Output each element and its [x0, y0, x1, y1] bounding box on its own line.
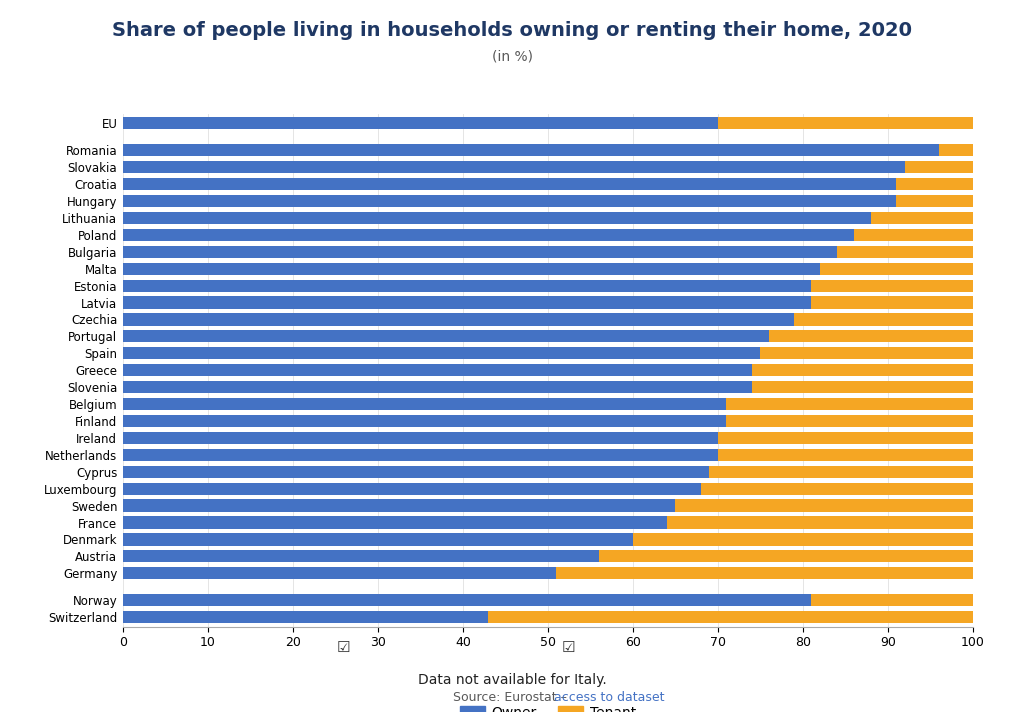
- Bar: [123, 161, 905, 173]
- Bar: [837, 246, 973, 258]
- Bar: [123, 246, 837, 258]
- Bar: [752, 381, 973, 393]
- Bar: [718, 449, 973, 461]
- Bar: [676, 500, 973, 512]
- Bar: [795, 313, 973, 325]
- Bar: [710, 466, 973, 478]
- Bar: [854, 229, 973, 241]
- Bar: [718, 117, 973, 130]
- Text: Source: Eurostat –: Source: Eurostat –: [453, 691, 571, 703]
- Bar: [896, 195, 973, 207]
- Bar: [599, 550, 973, 562]
- Bar: [811, 296, 973, 309]
- Text: access to dataset: access to dataset: [554, 691, 665, 703]
- Bar: [123, 296, 811, 309]
- Bar: [726, 398, 973, 410]
- Bar: [123, 449, 718, 461]
- Bar: [123, 533, 633, 545]
- Bar: [123, 398, 726, 410]
- Bar: [123, 263, 820, 275]
- Bar: [123, 364, 752, 377]
- Bar: [123, 195, 896, 207]
- Bar: [123, 516, 667, 528]
- Text: Share of people living in households owning or renting their home, 2020: Share of people living in households own…: [112, 21, 912, 41]
- Bar: [811, 280, 973, 292]
- Text: ☑: ☑: [336, 640, 350, 656]
- Bar: [123, 483, 700, 495]
- Bar: [123, 229, 854, 241]
- Text: Data not available for Italy.: Data not available for Italy.: [418, 673, 606, 687]
- Bar: [123, 280, 811, 292]
- Bar: [820, 263, 973, 275]
- Bar: [123, 500, 676, 512]
- Bar: [905, 161, 973, 173]
- Bar: [700, 483, 973, 495]
- Bar: [939, 145, 973, 157]
- Bar: [633, 533, 973, 545]
- Bar: [123, 178, 896, 190]
- Bar: [123, 415, 726, 427]
- Bar: [123, 145, 939, 157]
- Bar: [752, 364, 973, 377]
- Bar: [769, 330, 973, 342]
- Bar: [123, 330, 769, 342]
- Bar: [123, 595, 811, 607]
- Bar: [123, 313, 795, 325]
- Bar: [811, 595, 973, 607]
- Bar: [123, 212, 870, 224]
- Bar: [123, 347, 760, 360]
- Bar: [667, 516, 973, 528]
- Bar: [896, 178, 973, 190]
- Text: ☑: ☑: [561, 640, 575, 656]
- Bar: [123, 611, 488, 623]
- Bar: [726, 415, 973, 427]
- Legend: Owner, Tenant: Owner, Tenant: [455, 700, 641, 712]
- Bar: [870, 212, 973, 224]
- Bar: [123, 431, 718, 444]
- Bar: [123, 466, 710, 478]
- Bar: [123, 567, 556, 580]
- Bar: [488, 611, 973, 623]
- Bar: [718, 431, 973, 444]
- Text: (in %): (in %): [492, 50, 532, 64]
- Bar: [760, 347, 973, 360]
- Bar: [556, 567, 973, 580]
- Bar: [123, 550, 599, 562]
- Bar: [123, 381, 752, 393]
- Bar: [123, 117, 718, 130]
